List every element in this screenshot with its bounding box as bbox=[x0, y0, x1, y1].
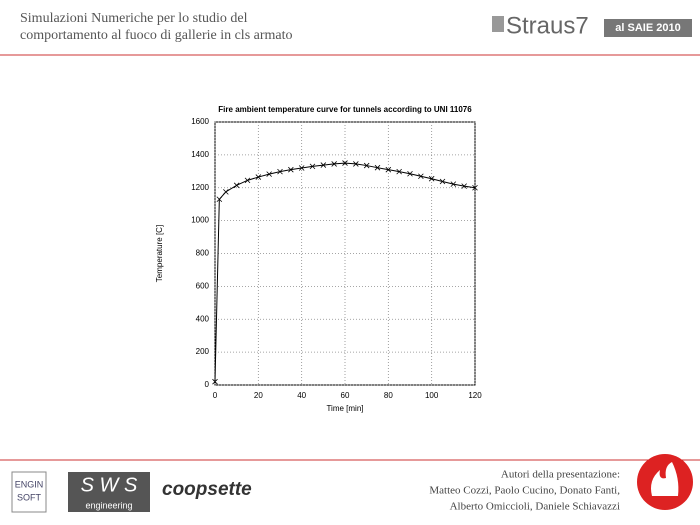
logo-box bbox=[11, 471, 47, 513]
x-tick-label: 120 bbox=[468, 391, 482, 400]
data-marker bbox=[244, 177, 251, 184]
x-tick-label: 100 bbox=[425, 391, 439, 400]
data-marker bbox=[223, 189, 229, 195]
badge: al SAIE 2010 bbox=[615, 22, 680, 34]
data-marker bbox=[342, 160, 348, 166]
authors: Autori della presentazione: bbox=[501, 469, 620, 481]
data-marker bbox=[450, 181, 457, 187]
authors: Matteo Cozzi, Paolo Cucino, Donato Fanti… bbox=[429, 485, 620, 497]
x-tick-label: 40 bbox=[297, 391, 306, 400]
x-axis-label: Time [min] bbox=[326, 404, 363, 413]
data-marker bbox=[472, 184, 478, 191]
x-tick-label: 20 bbox=[254, 391, 263, 400]
y-tick-label: 400 bbox=[196, 314, 210, 323]
logo-text: coopsette bbox=[162, 479, 252, 500]
data-marker bbox=[331, 161, 337, 167]
data-marker bbox=[320, 162, 327, 168]
logo-block bbox=[492, 16, 504, 32]
data-marker bbox=[353, 161, 359, 167]
data-marker bbox=[396, 168, 402, 175]
data-marker bbox=[363, 162, 370, 169]
data-marker bbox=[255, 174, 262, 180]
y-tick-label: 0 bbox=[205, 380, 210, 389]
logo-box bbox=[68, 472, 150, 512]
data-marker bbox=[418, 173, 424, 180]
logo-text: SOFT bbox=[17, 492, 42, 502]
y-tick-label: 800 bbox=[196, 249, 210, 258]
data-marker bbox=[288, 166, 294, 173]
data-marker bbox=[233, 182, 240, 189]
y-tick-label: 1000 bbox=[191, 216, 209, 225]
data-marker bbox=[277, 168, 283, 175]
fire-flame bbox=[651, 462, 679, 496]
logo: Straus7 bbox=[506, 12, 589, 39]
data-marker bbox=[266, 171, 272, 177]
chart: Fire ambient temperature curve for tunne… bbox=[155, 105, 482, 413]
y-axis-label: Temperature [C] bbox=[155, 225, 164, 282]
data-marker bbox=[216, 196, 223, 203]
chart-title: Fire ambient temperature curve for tunne… bbox=[218, 105, 472, 114]
data-marker bbox=[461, 183, 467, 189]
x-tick-label: 80 bbox=[384, 391, 393, 400]
logo-text: engineering bbox=[85, 500, 132, 510]
logo-text: S W S bbox=[81, 474, 138, 496]
header-title: comportamento al fuoco di gallerie in cl… bbox=[20, 28, 293, 43]
logo-text: ENGIN bbox=[15, 479, 44, 489]
data-marker bbox=[309, 163, 316, 170]
x-tick-label: 0 bbox=[213, 391, 218, 400]
data-marker bbox=[439, 178, 446, 185]
header-title: Simulazioni Numeriche per lo studio del bbox=[20, 11, 248, 26]
badge-bg bbox=[604, 19, 692, 37]
data-marker bbox=[212, 378, 218, 385]
data-marker bbox=[428, 175, 435, 182]
authors: Alberto Omiccioli, Daniele Schiavazzi bbox=[450, 501, 620, 513]
y-tick-label: 1600 bbox=[191, 117, 209, 126]
y-tick-label: 1200 bbox=[191, 183, 209, 192]
data-line bbox=[214, 162, 476, 382]
data-marker bbox=[385, 166, 392, 173]
data-marker bbox=[298, 165, 305, 171]
x-tick-label: 60 bbox=[341, 391, 350, 400]
y-tick-label: 1400 bbox=[191, 150, 209, 159]
data-marker bbox=[407, 170, 413, 177]
data-marker bbox=[374, 164, 381, 171]
y-tick-label: 600 bbox=[196, 281, 210, 290]
y-tick-label: 200 bbox=[196, 347, 210, 356]
